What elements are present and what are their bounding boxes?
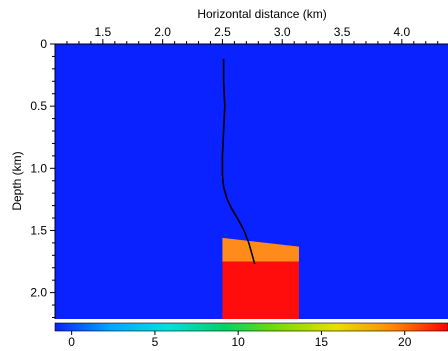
colorbar-tick-label: 5 bbox=[152, 335, 159, 349]
y-tick-label: 1.0 bbox=[30, 161, 47, 175]
x-tick-label: 2.5 bbox=[214, 25, 231, 39]
colorbar-tick-label: 15 bbox=[315, 335, 329, 349]
colorbar: 0 5 10 15 20 bbox=[54, 322, 448, 349]
region-upper-block bbox=[222, 237, 299, 262]
region-lower-block bbox=[222, 261, 299, 319]
x-tick-label: 4.0 bbox=[393, 25, 410, 39]
x-tick-label: 3.0 bbox=[274, 25, 291, 39]
x-tick-label: 3.5 bbox=[334, 25, 351, 39]
y-tick-label: 2.0 bbox=[30, 286, 47, 300]
colorbar-tick-label: 10 bbox=[231, 335, 245, 349]
colorbar-tick-label: 20 bbox=[398, 335, 412, 349]
x-axis-label: Horizontal distance (km) bbox=[197, 7, 326, 21]
y-axis-label: Depth (km) bbox=[10, 151, 24, 210]
x-tick-label: 1.5 bbox=[94, 25, 111, 39]
y-tick-label: 0 bbox=[40, 37, 47, 51]
axes: 1.5 2.0 2.5 3.0 3.5 4.0 0 0.5 1.0 1.5 2.0 bbox=[30, 25, 448, 319]
colorbar-tick-label: 0 bbox=[68, 335, 75, 349]
x-tick-label: 2.0 bbox=[154, 25, 171, 39]
well-path-line bbox=[221, 58, 256, 265]
plot-area bbox=[55, 44, 448, 319]
colorbar-gradient bbox=[54, 322, 448, 332]
y-tick-label: 0.5 bbox=[30, 99, 47, 113]
y-tick-label: 1.5 bbox=[30, 223, 47, 237]
